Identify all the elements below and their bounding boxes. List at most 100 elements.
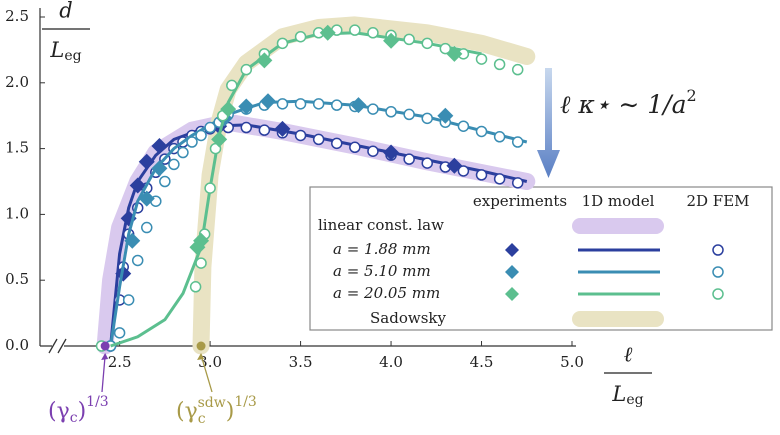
legend-circle <box>712 244 724 256</box>
y-label-denominator-main: L <box>49 38 64 62</box>
threshold-label-part: 1/3 <box>86 394 109 410</box>
threshold-label: (γcsdw)1/3 <box>176 394 257 427</box>
experiment-point <box>383 144 400 161</box>
x-label-denominator-main: L <box>611 382 626 406</box>
fem-point <box>475 125 488 138</box>
fem-point <box>141 221 153 234</box>
legend-header: experiments <box>473 192 567 210</box>
fem-point <box>511 63 524 76</box>
fem-point <box>177 146 189 159</box>
legend-diamond <box>505 265 519 279</box>
experiment-point <box>446 157 463 174</box>
threshold-point <box>196 341 206 351</box>
fem-point <box>276 37 289 50</box>
experiment-point <box>211 131 228 148</box>
legend-diamond <box>505 287 519 301</box>
fem-point <box>493 131 506 143</box>
experiment-point <box>274 120 291 137</box>
fem-point <box>367 103 379 115</box>
y-tick-label: 0.0 <box>5 336 29 354</box>
fem-point <box>168 158 180 171</box>
fem-point <box>131 254 144 267</box>
legend-circle <box>712 266 724 278</box>
fem-point <box>421 157 433 169</box>
fem-point <box>421 37 433 50</box>
threshold-label-part: c <box>198 411 206 427</box>
axis-break-gap <box>52 343 64 349</box>
experiment-point <box>256 52 273 69</box>
trend-arrow <box>537 68 560 178</box>
y-tick-label: 0.5 <box>5 270 29 288</box>
threshold-label: (γc)1/3 <box>48 394 109 426</box>
fem-point <box>367 145 379 157</box>
x-tick-label: 4.5 <box>470 353 494 371</box>
y-tick-label: 2.0 <box>5 73 29 91</box>
fem-point <box>240 121 253 134</box>
fem-point <box>385 106 397 118</box>
experiment-point <box>220 101 237 118</box>
experiment-point <box>138 190 155 207</box>
fem-point <box>240 63 253 76</box>
experiment-point <box>238 98 255 115</box>
fem-point <box>331 137 343 150</box>
x-label-denominator-sub: eg <box>626 392 643 408</box>
y-label-numerator: d <box>59 0 72 23</box>
threshold-arrow <box>200 354 213 393</box>
threshold-arrowhead <box>101 353 109 360</box>
threshold-label-part: ) <box>226 399 235 424</box>
fem-point <box>294 30 307 43</box>
threshold-label-part: sdw <box>198 395 226 411</box>
axis-break <box>48 338 67 354</box>
fem-point <box>294 129 307 142</box>
fem-point <box>331 99 343 111</box>
x-tick-label: 4.0 <box>379 353 403 371</box>
fem-point <box>439 42 452 55</box>
legend-header: 2D FEM <box>686 192 749 210</box>
legend-label: Sadowsky <box>370 309 446 327</box>
fem-point <box>294 98 307 110</box>
fem-point <box>312 98 325 110</box>
fem-point <box>511 136 524 148</box>
fem-point <box>367 27 379 39</box>
fem-point <box>189 281 202 293</box>
y-tick-label: 1.0 <box>5 204 29 222</box>
threshold-label-part: ) <box>78 399 87 424</box>
trend-label-sup: 2 <box>686 86 696 105</box>
experiment-point <box>151 137 168 154</box>
threshold-label-part: (γ <box>176 399 198 424</box>
experiment-point <box>437 107 454 124</box>
experiment-point <box>151 160 168 177</box>
x-label-denominator: Leg <box>611 382 643 409</box>
x-tick-label: 3.5 <box>289 353 313 371</box>
fem-point <box>457 165 470 177</box>
y-tick-label: 1.5 <box>5 139 29 157</box>
legend-label: a = 5.10 mm <box>333 262 431 280</box>
fem-point <box>403 33 415 46</box>
fem-point <box>276 98 289 110</box>
experiment-point <box>383 32 400 49</box>
fem-point <box>421 112 433 125</box>
fem-point <box>195 129 207 142</box>
threshold-arrow <box>101 354 106 393</box>
experiment-point <box>319 24 336 41</box>
experiment-point <box>138 153 155 170</box>
legend-circle <box>712 288 724 300</box>
experiment-point <box>193 232 210 249</box>
legend-box <box>309 186 773 331</box>
fem-point <box>349 141 361 154</box>
fem-point <box>457 120 470 132</box>
threshold-point <box>100 341 110 351</box>
fem-point <box>204 182 216 194</box>
legend-label: a = 1.88 mm <box>333 240 431 258</box>
y-tick-label: 2.5 <box>5 7 29 25</box>
legend-diamond <box>505 243 519 257</box>
threshold-label-part: 1/3 <box>234 394 257 410</box>
legend-label: a = 20.05 mm <box>333 284 440 302</box>
x-label-numerator: ℓ <box>624 343 633 367</box>
threshold-label-part: (γ <box>48 399 70 424</box>
threshold-arrowhead <box>197 353 205 360</box>
fem-point <box>186 136 198 148</box>
trend-label-main: ℓ κ⋆ ∼ 1/a <box>560 90 686 119</box>
y-label-denominator-sub: eg <box>64 48 81 64</box>
